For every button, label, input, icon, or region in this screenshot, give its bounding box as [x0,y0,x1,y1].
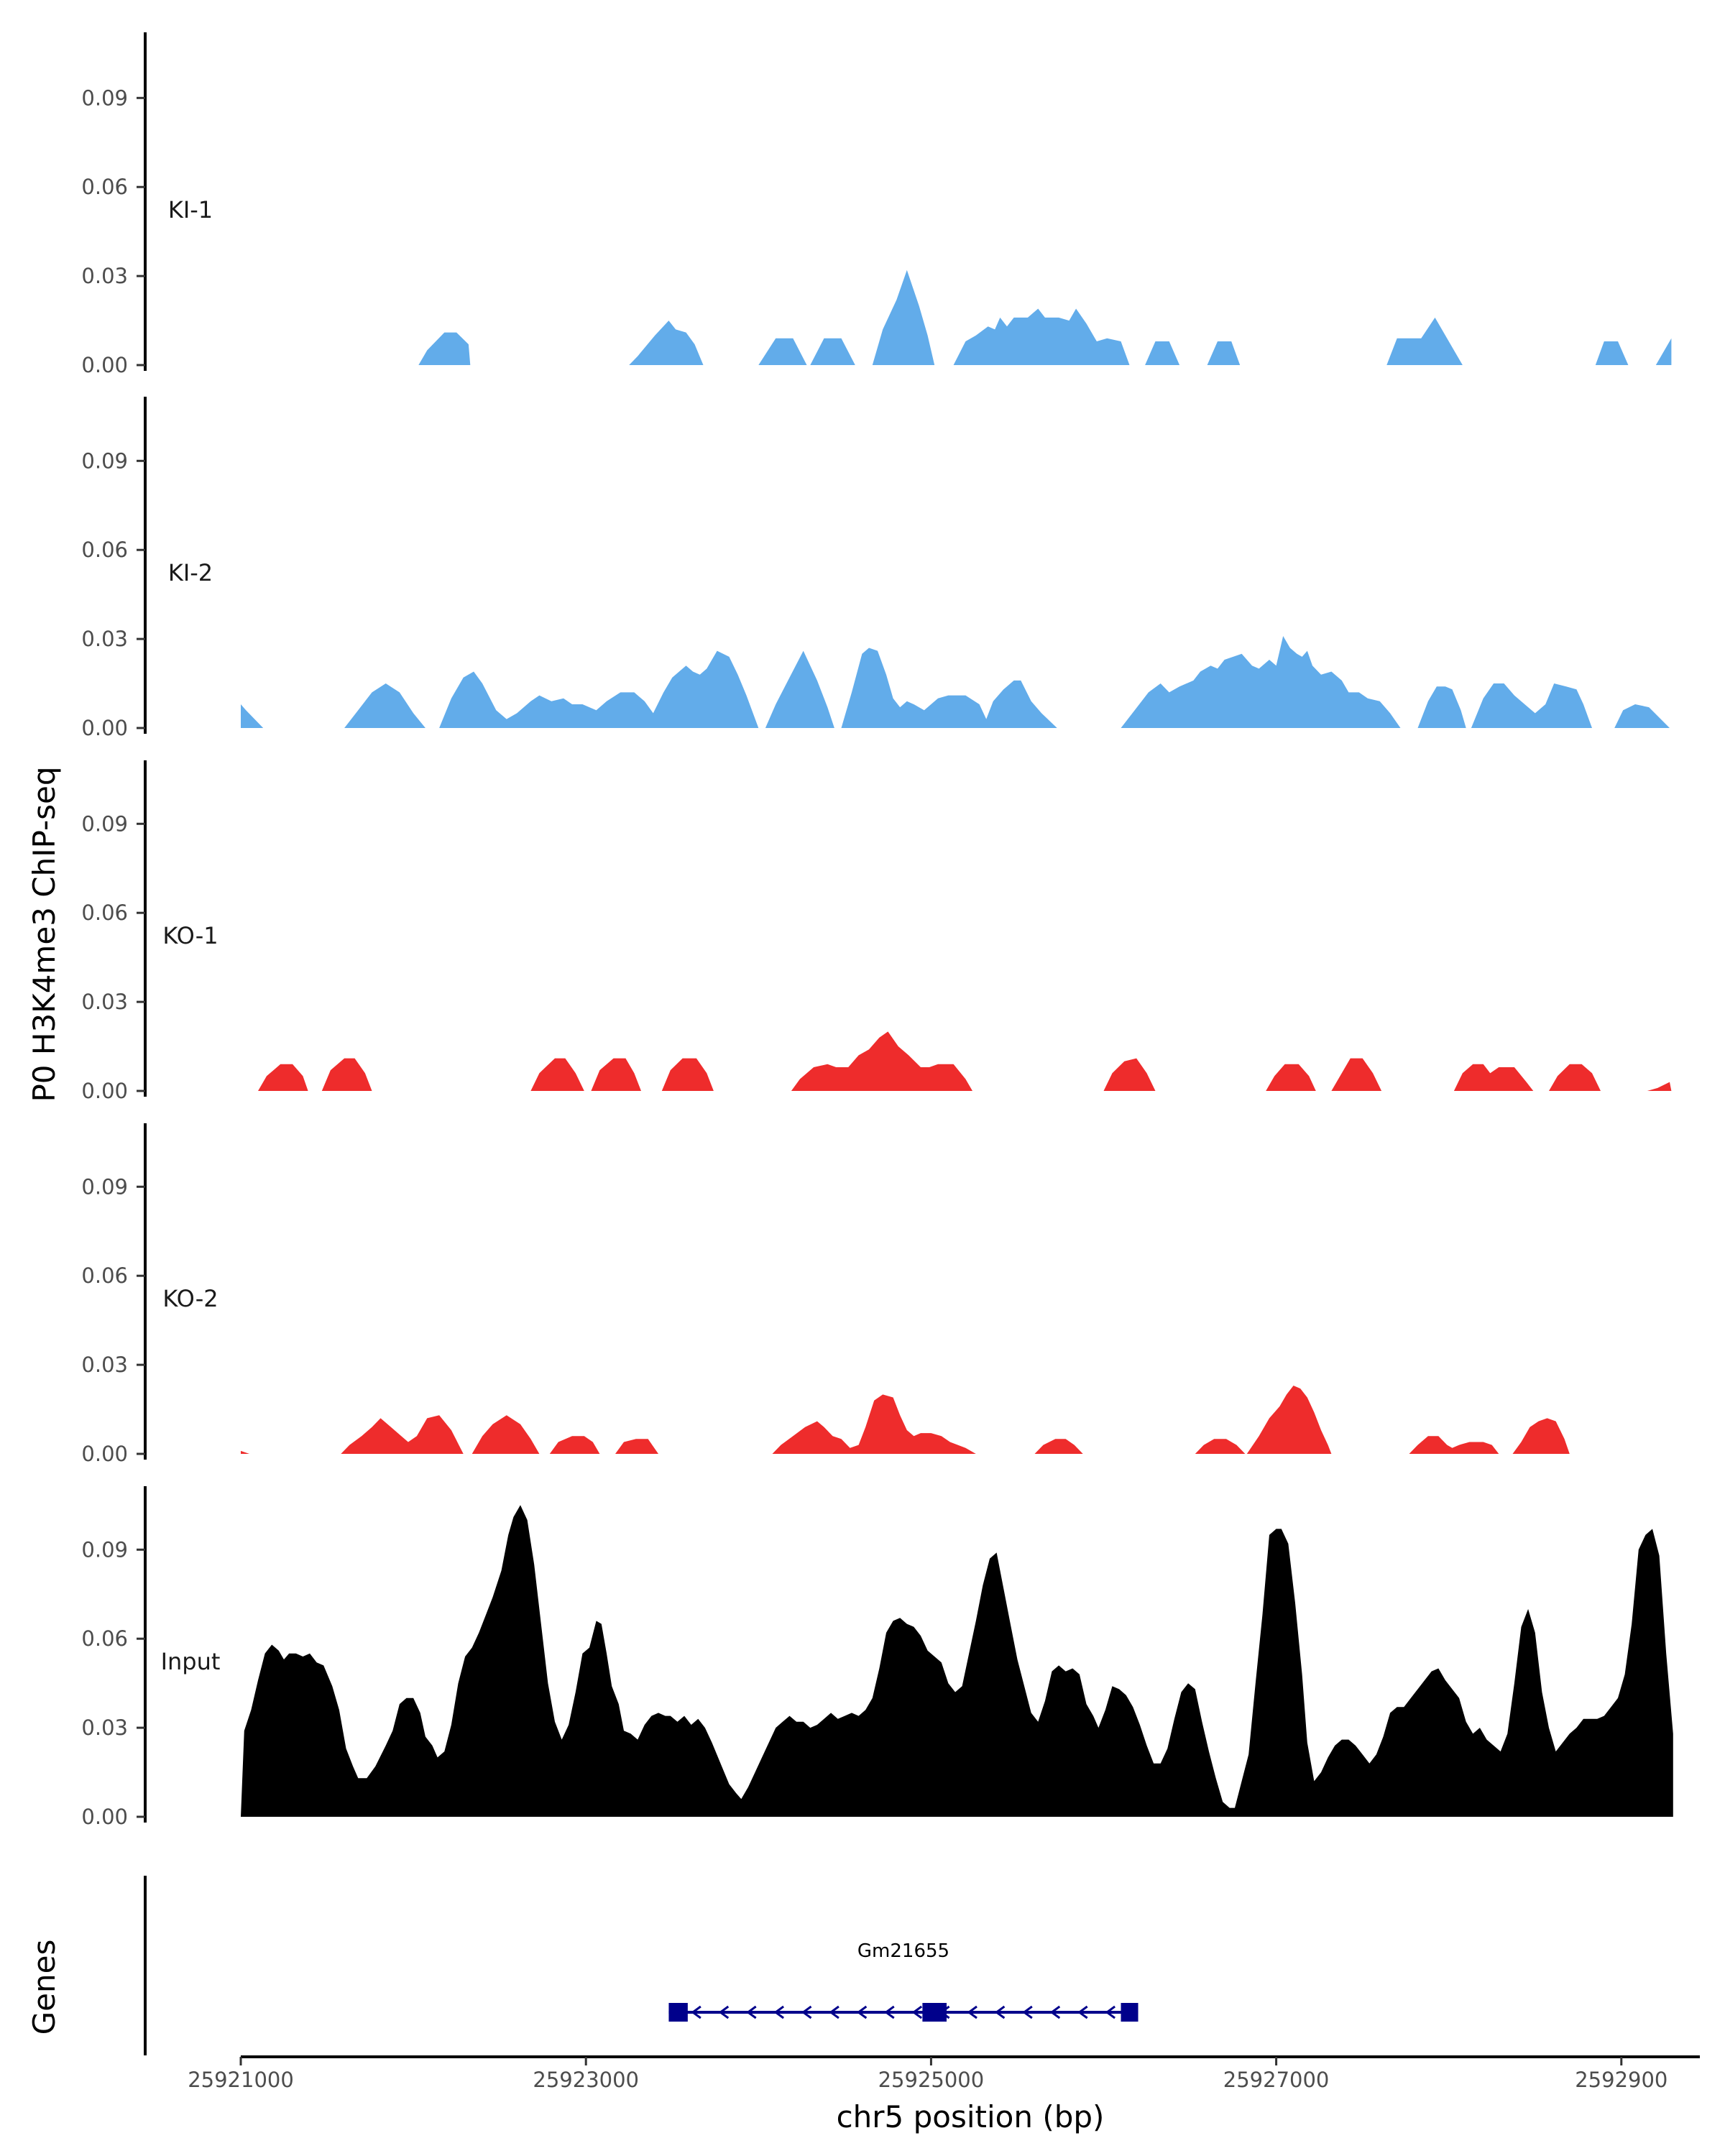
track-ki-2-label: KI-2 [168,559,213,586]
track-input-signal-area [241,1505,1673,1817]
track-ki-1-y-tick-label: 0.06 [81,175,128,199]
track-ko-2-y-tick-label: 0.06 [81,1263,128,1288]
track-ko-2-y-tick-label: 0.09 [81,1174,128,1199]
gene-strand-arrow [1022,2005,1033,2019]
x-tick-label: 25921000 [188,2068,294,2092]
track-ko-2-y-tick-label: 0.00 [81,1442,128,1466]
gene-strand-arrow [967,2005,978,2019]
track-ko-2: 0.00 0.03 0.06 0.09 KO-2 [81,1123,1573,1466]
track-ki-2-signal-area [241,636,1672,728]
track-input-y-tick-label: 0.09 [81,1537,128,1562]
track-input: 0.00 0.03 0.06 0.09 Input [81,1486,1673,1829]
gene-strand-arrow [829,2005,840,2019]
x-axis: 25921000 25923000 25925000 25927000 2592900 [188,2055,1700,2092]
x-tick-label: 25927000 [1223,2068,1330,2092]
gene-strand-arrow [911,2005,923,2019]
track-ki-2-y-tick-label: 0.06 [81,538,128,562]
y-axis-title: P0 H3K4me3 ChIP-seq [27,766,62,1102]
gene-exon [668,2003,688,2022]
gene-strand-arrow [1077,2005,1088,2019]
gene-strand-arrow [1049,2005,1061,2019]
track-ki-1-label: KI-1 [168,196,213,224]
tracks-group: 0.00 0.03 0.06 0.09 KI-1 0.00 0.03 0.06 0.09 KI-2… [81,32,1673,1829]
gene-strand-arrow [884,2005,895,2019]
gene-strand-arrow [691,2005,702,2019]
track-ko-2-label: KO-2 [162,1285,218,1312]
gene-strand-arrow [718,2005,730,2019]
track-ki-1-y-tick-label: 0.03 [81,264,128,288]
track-ki-2-y-tick-label: 0.09 [81,448,128,473]
track-ko-1-label: KO-1 [162,922,218,949]
track-ki-2-y-tick-label: 0.03 [81,627,128,651]
track-ki-1-y-tick-label: 0.09 [81,86,128,110]
gene-strand-arrow [773,2005,784,2019]
track-ki-2: 0.00 0.03 0.06 0.09 KI-2 [81,397,1672,740]
gene-exon [1121,2003,1138,2022]
track-ki-2-y-tick-label: 0.00 [81,716,128,740]
gene-strand-arrow [856,2005,868,2019]
genes-axis-title: Genes [27,1940,62,2035]
track-input-y-tick-label: 0.03 [81,1715,128,1740]
track-ko-1-y-tick-label: 0.09 [81,811,128,836]
x-axis-title: chr5 position (bp) [837,2099,1105,2134]
track-ko-2-y-tick-label: 0.03 [81,1353,128,1377]
track-ko-1-y-tick-label: 0.03 [81,990,128,1014]
track-ko-1-signal-area [258,1031,1672,1091]
track-ko-1-y-tick-label: 0.00 [81,1079,128,1103]
gene-strand-arrow [1105,2005,1116,2019]
track-ki-1-signal-area [418,270,1672,365]
track-ki-1: 0.00 0.03 0.06 0.09 KI-1 [81,32,1672,377]
x-tick-label: 25923000 [533,2068,639,2092]
gene-model [668,2003,1138,2022]
track-input-y-tick-label: 0.00 [81,1805,128,1829]
x-tick-label: 25925000 [878,2068,985,2092]
track-ki-1-y-tick-label: 0.00 [81,353,128,377]
track-ko-2-signal-area [241,1386,1573,1454]
gene-strand-arrow [801,2005,812,2019]
gene-strand-arrow [746,2005,757,2019]
gene-strand-arrow [994,2005,1006,2019]
gene-track: Gm21655 [144,1876,1138,2055]
track-input-label: Input [161,1648,221,1675]
gene-exon [922,2003,947,2022]
x-tick-label: 2592900 [1575,2068,1668,2092]
gene-label: Gm21655 [857,1940,949,1962]
track-ko-1-y-tick-label: 0.06 [81,900,128,925]
track-input-y-tick-label: 0.06 [81,1626,128,1651]
track-ko-1: 0.00 0.03 0.06 0.09 KO-1 [81,760,1672,1103]
